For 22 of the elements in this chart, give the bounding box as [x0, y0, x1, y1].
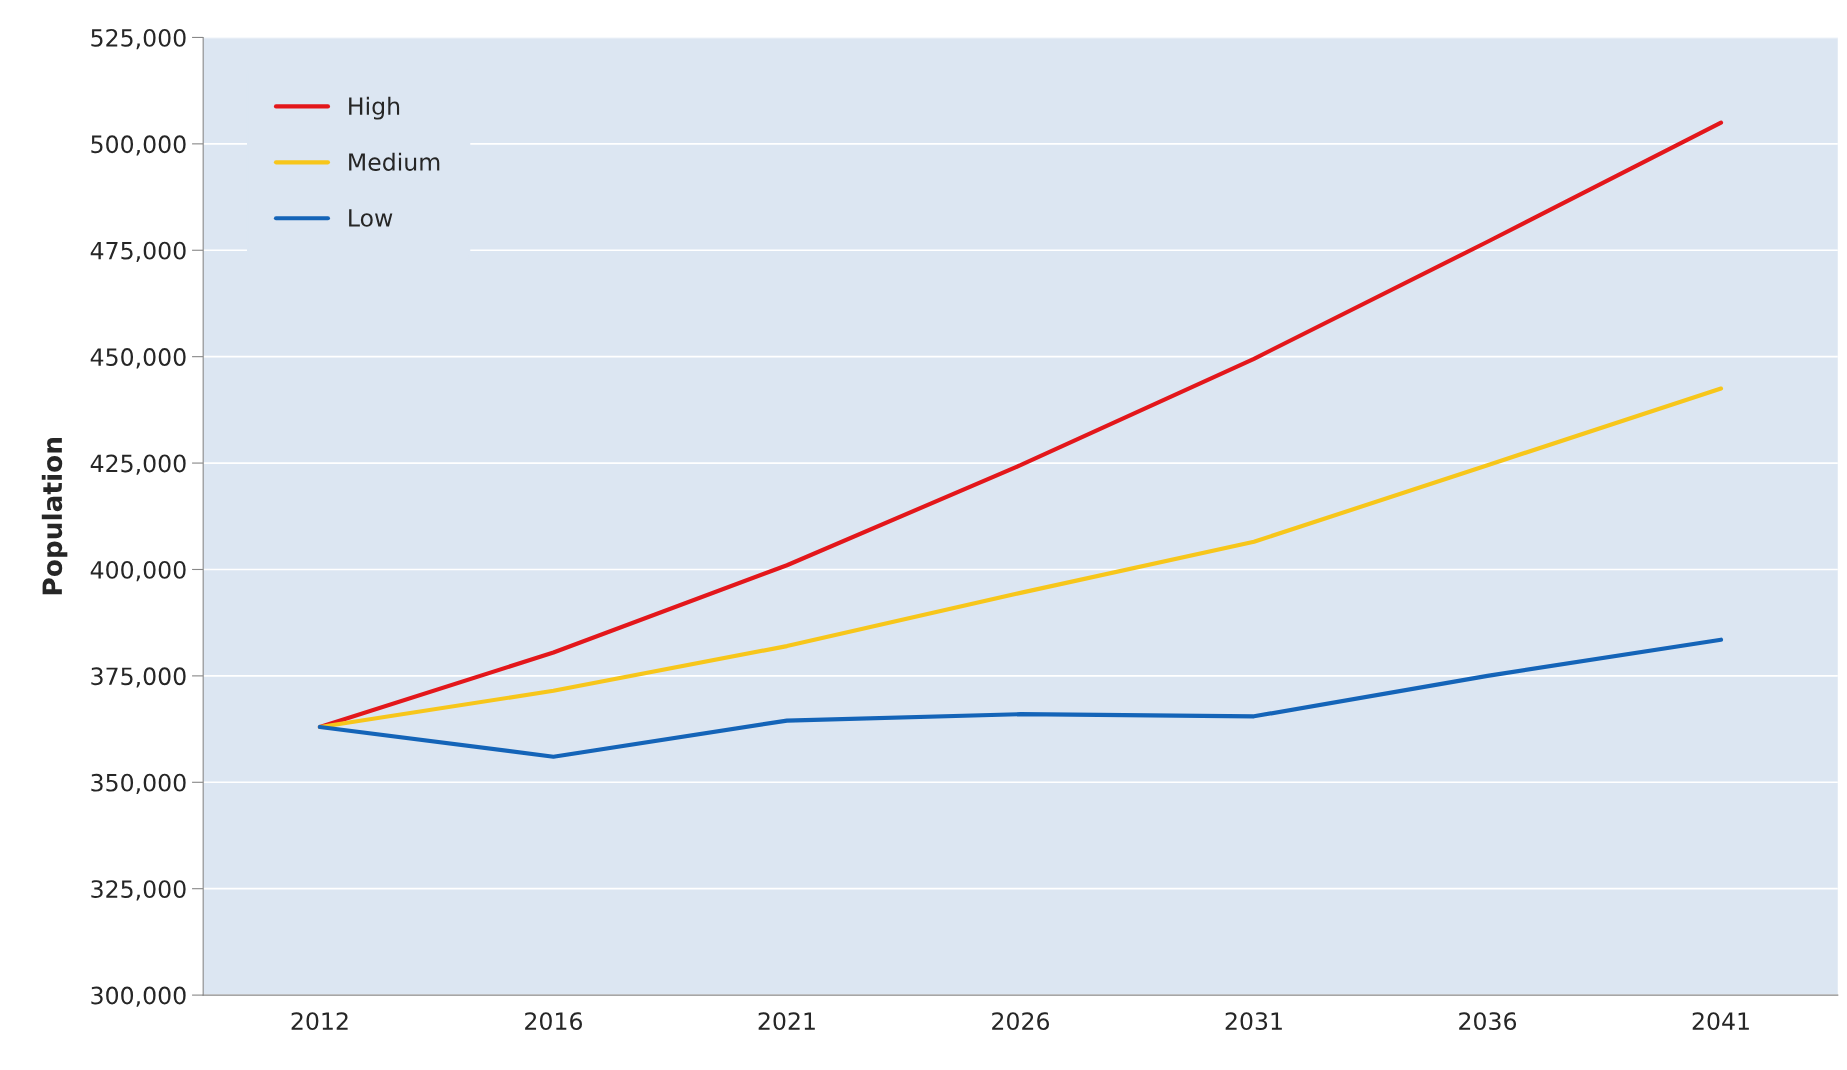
y-axis-title: Population	[41, 438, 68, 595]
x-tick-label: 2036	[1459, 1012, 1517, 1031]
y-tick-label: 500,000	[91, 135, 186, 156]
y-tick-label: 375,000	[91, 667, 186, 688]
legend-label: Medium	[349, 152, 440, 171]
y-tick-label: 300,000	[91, 986, 186, 1007]
y-tick-label: 525,000	[91, 28, 186, 50]
x-tick-label: 2031	[1225, 1012, 1282, 1031]
x-tick-label: 2026	[992, 1012, 1050, 1031]
x-tick-label: 2016	[525, 1012, 582, 1031]
line-series	[317, 637, 1724, 759]
y-tick-label: 350,000	[91, 773, 186, 794]
y-tick-label: 400,000	[90, 560, 186, 582]
x-tick-label: 2021	[758, 1012, 815, 1031]
legend-label: Low	[349, 209, 393, 227]
x-tick-label: 2012	[291, 1012, 348, 1031]
y-tick-label: 450,000	[90, 348, 186, 369]
y-tick-label: 425,000	[90, 454, 186, 475]
y-tick-label: 325,000	[91, 880, 186, 901]
y-tick-label: 475,000	[90, 241, 186, 262]
legend-label: High	[349, 96, 400, 120]
x-tick-label: 2041	[1692, 1012, 1749, 1031]
